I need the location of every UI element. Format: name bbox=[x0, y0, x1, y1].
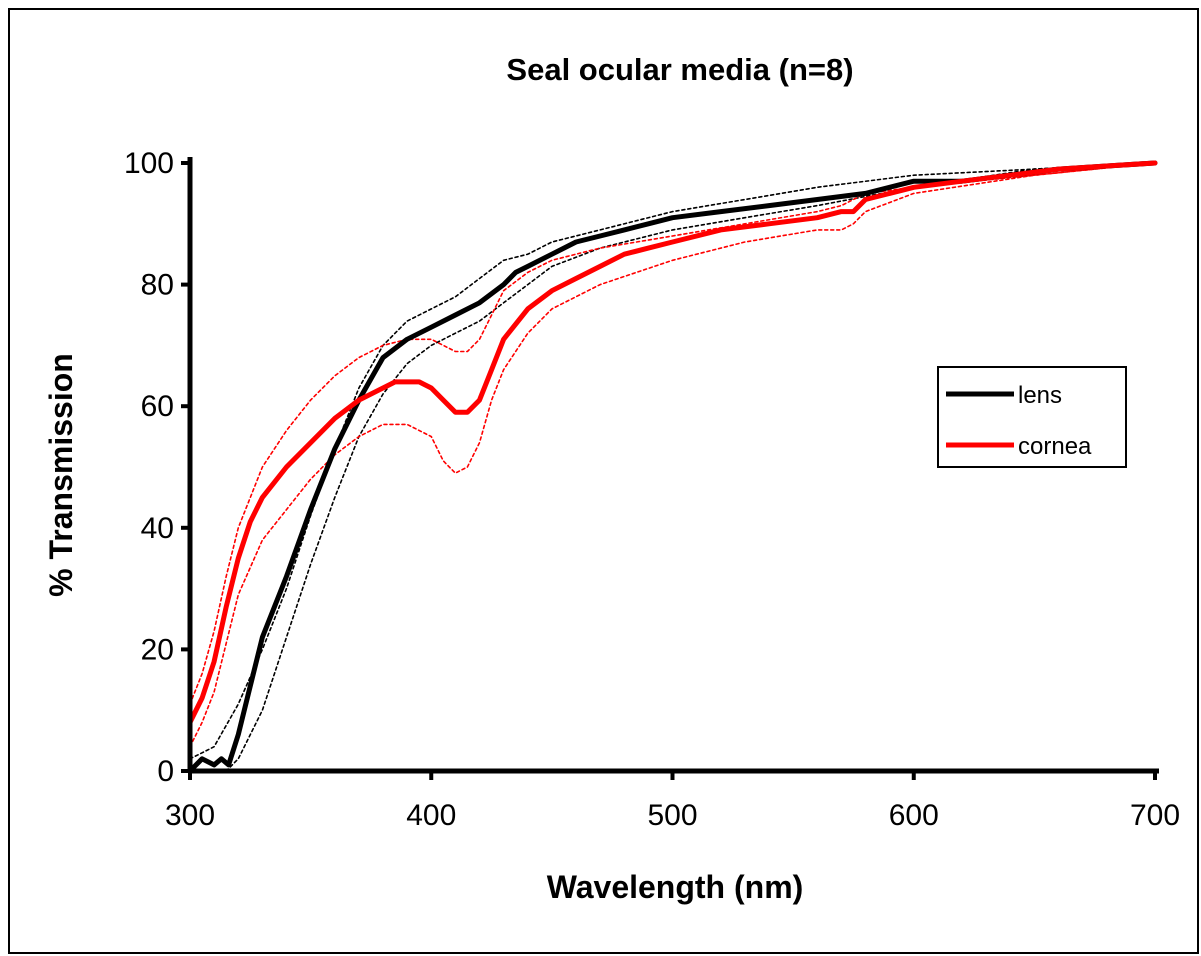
plot-area: 0 20 40 60 80 100 300 400 500 600 700 bbox=[124, 147, 1180, 832]
series-line-lens bbox=[187, 160, 1158, 774]
x-axis-title: Wavelength (nm) bbox=[547, 869, 804, 905]
y-tick-label: 20 bbox=[141, 633, 174, 666]
y-tick-label: 100 bbox=[124, 147, 174, 180]
x-tick-label: 500 bbox=[647, 799, 697, 832]
y-tick-label: 0 bbox=[157, 755, 174, 788]
y-tick-label: 60 bbox=[141, 390, 174, 423]
x-tick-label: 400 bbox=[406, 799, 456, 832]
legend: lens cornea bbox=[937, 366, 1127, 468]
legend-label-lens: lens bbox=[1018, 382, 1062, 409]
y-axis-title: % Transmission bbox=[43, 353, 79, 597]
line-chart: Seal ocular media (n=8) Wavelength (nm) … bbox=[43, 52, 1180, 905]
series-line-cornea-lower-bound bbox=[189, 162, 1156, 748]
series-line-cornea-upper-bound bbox=[189, 162, 1156, 705]
chart-title: Seal ocular media (n=8) bbox=[506, 52, 853, 87]
y-tick-label: 80 bbox=[141, 269, 174, 302]
series-line-cornea bbox=[187, 160, 1158, 725]
legend-label-cornea: cornea bbox=[1018, 433, 1092, 460]
x-tick-label: 700 bbox=[1130, 799, 1180, 832]
x-tick-label: 300 bbox=[165, 799, 215, 832]
x-tick-label: 600 bbox=[889, 799, 939, 832]
chart-frame: Seal ocular media (n=8) Wavelength (nm) … bbox=[8, 8, 1199, 954]
series-line-lens-lower-bound bbox=[189, 162, 1156, 772]
y-tick-label: 40 bbox=[141, 512, 174, 545]
legend-box bbox=[937, 366, 1127, 468]
